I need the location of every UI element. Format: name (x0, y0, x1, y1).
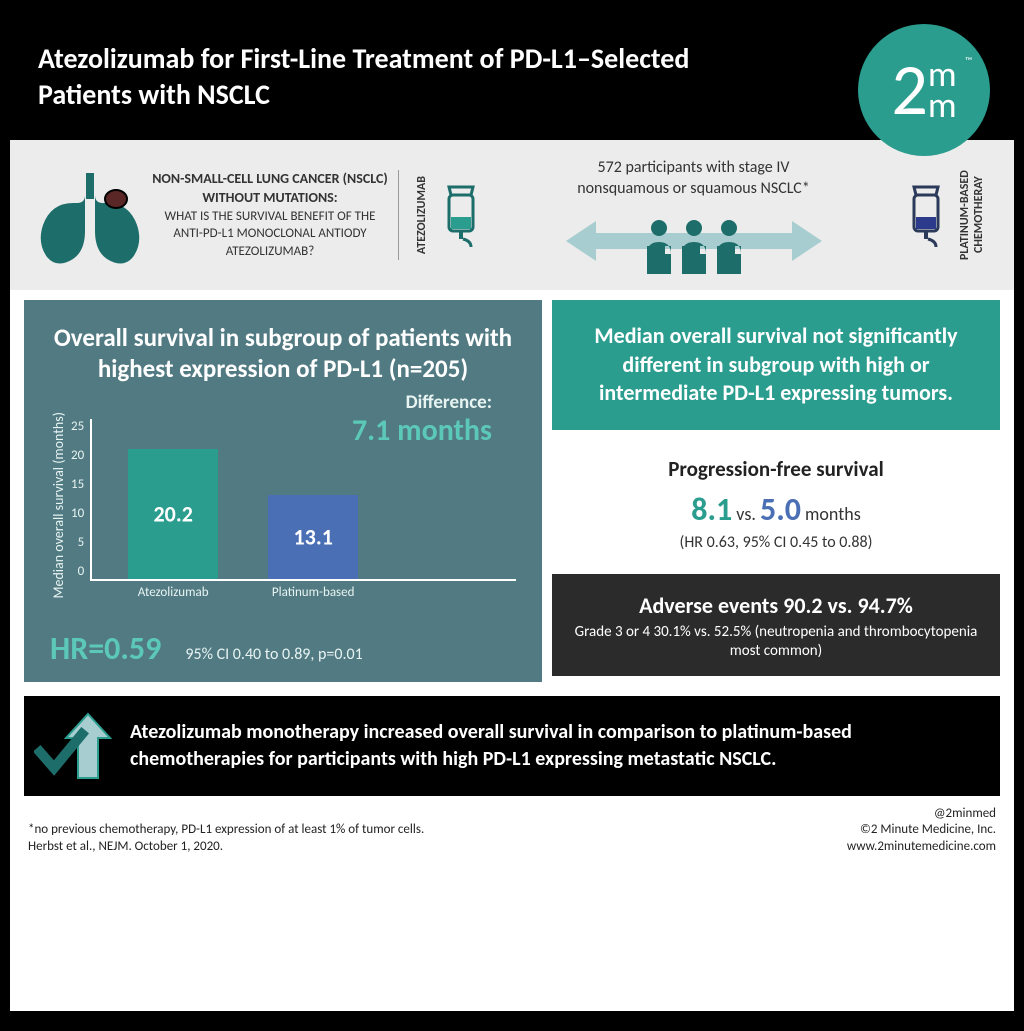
right-column: Median overall survival not significantl… (552, 300, 1000, 682)
people-icon (639, 218, 749, 274)
infographic-frame: Atezolizumab for First-Line Treatment of… (10, 10, 1014, 1011)
divider (398, 170, 399, 260)
conclusion-bar: Atezolizumab monotherapy increased overa… (24, 696, 1000, 796)
chart: Median overall survival (months) 25 20 1… (50, 399, 516, 599)
intro-band: NON-SMALL-CELL LUNG CANCER (NSCLC) WITHO… (10, 140, 1014, 290)
participants-block: 572 participants with stage IV nonsquamo… (485, 150, 902, 280)
pfs-box: Progression-free survival 8.1 vs. 5.0 mo… (552, 438, 1000, 566)
page-title: Atezolizumab for First-Line Treatment of… (38, 41, 758, 114)
survival-title: Overall survival in subgroup of patients… (50, 322, 516, 385)
arrow-check-icon (34, 710, 124, 782)
survival-panel: Overall survival in subgroup of patients… (24, 300, 542, 682)
pfs-ci: (HR 0.63, 95% CI 0.45 to 0.88) (562, 533, 990, 552)
intro-bold: NON-SMALL-CELL LUNG CANCER (NSCLC) WITHO… (150, 170, 390, 208)
y-axis-ticks: 25 20 15 10 5 0 (71, 419, 90, 579)
adverse-events-box: Adverse events 90.2 vs. 94.7% Grade 3 or… (552, 574, 1000, 676)
median-os-box: Median overall survival not significantl… (552, 300, 1000, 430)
footer-url: www.2minutemedicine.com (847, 839, 996, 856)
lungs-icon (30, 165, 150, 265)
footer-copyright: ©2 Minute Medicine, Inc. (847, 822, 996, 839)
pfs-val-a: 8.1 (691, 490, 732, 529)
bar-label: Atezolizumab (119, 585, 227, 600)
iv-bag-teal-icon (437, 181, 485, 249)
participants-text: 572 participants with stage IV nonsquamo… (564, 158, 824, 200)
footer-note: *no previous chemotherapy, PD-L1 express… (28, 822, 424, 839)
hr-ci: 95% CI 0.40 to 0.89, p=0.01 (185, 645, 362, 664)
logo-2mm: 2 mm ™ (858, 24, 990, 156)
logo-number: 2 (891, 46, 928, 134)
ae-sub: Grade 3 or 4 30.1% vs. 52.5% (neutropeni… (568, 623, 984, 662)
footer-right: @2minmed ©2 Minute Medicine, Inc. www.2m… (847, 806, 996, 857)
bar-platinum: 13.1 Platinum-based (268, 495, 358, 579)
bar-label: Platinum-based (259, 585, 367, 600)
conclusion-text: Atezolizumab monotherapy increased overa… (130, 719, 982, 773)
footer: *no previous chemotherapy, PD-L1 express… (10, 804, 1014, 863)
bar-value: 13.1 (268, 523, 358, 550)
main-content: Overall survival in subgroup of patients… (10, 290, 1014, 692)
ae-title: Adverse events 90.2 vs. 94.7% (568, 592, 984, 619)
logo-tm: ™ (965, 54, 972, 67)
label-atezolizumab: ATEZOLIZUMAB (415, 176, 429, 254)
y-axis-label: Median overall survival (months) (50, 412, 67, 598)
iv-bag-blue-icon (902, 181, 950, 249)
intro-sub: WHAT IS THE SURVIVAL BENEFIT OF THE ANTI… (150, 208, 390, 261)
header: Atezolizumab for First-Line Treatment of… (10, 10, 1014, 140)
hazard-ratio: HR=0.59 95% CI 0.40 to 0.89, p=0.01 (50, 629, 516, 668)
pfs-val-b: 5.0 (760, 490, 801, 529)
bar-value: 20.2 (128, 500, 218, 527)
logo-mm: mm (928, 59, 957, 120)
footer-handle: @2minmed (847, 806, 996, 823)
footer-source: Herbst et al., NEJM. October 1, 2020. (28, 839, 424, 856)
plot-area: 20.2 Atezolizumab 13.1 Platinum-based (90, 419, 516, 581)
pfs-title: Progression-free survival (562, 456, 990, 482)
hr-value: HR=0.59 (50, 629, 161, 668)
bar-atezolizumab: 20.2 Atezolizumab (128, 449, 218, 578)
label-platinum: PLATINUM-BASED CHEMOTHERAY (958, 150, 986, 280)
intro-question: NON-SMALL-CELL LUNG CANCER (NSCLC) WITHO… (150, 170, 390, 260)
footer-left: *no previous chemotherapy, PD-L1 express… (28, 822, 424, 856)
pfs-values: 8.1 vs. 5.0 months (562, 490, 990, 529)
